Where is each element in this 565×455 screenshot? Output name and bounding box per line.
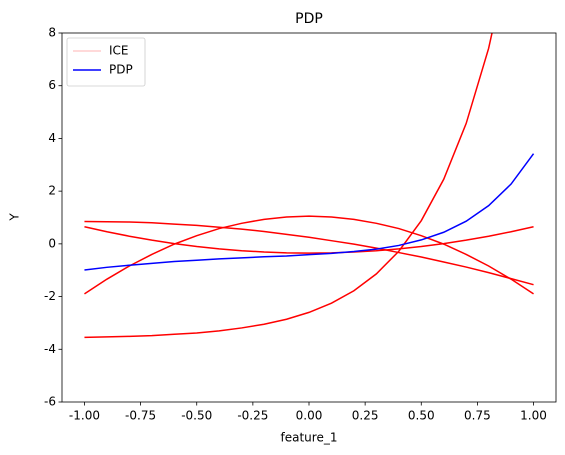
x-tick-label: -1.00 xyxy=(69,409,100,423)
y-tick-label: 0 xyxy=(48,236,56,250)
y-tick-label: 8 xyxy=(48,26,56,40)
x-axis-label: feature_1 xyxy=(281,431,338,445)
chart-title: PDP xyxy=(295,11,323,27)
x-tick-label: 0.25 xyxy=(352,409,379,423)
line-series xyxy=(84,225,534,254)
y-tick-label: 2 xyxy=(48,184,56,198)
line-series xyxy=(84,220,534,286)
y-tick-label: -2 xyxy=(44,289,56,303)
plot-area xyxy=(84,33,535,339)
y-tick-label: 6 xyxy=(48,78,56,92)
x-tick-label: 1.00 xyxy=(520,409,547,423)
legend-label: ICE xyxy=(109,44,129,58)
legend: ICE PDP xyxy=(66,37,146,87)
x-tick-label: 0.75 xyxy=(464,409,491,423)
legend-label: PDP xyxy=(109,63,133,77)
line-series xyxy=(84,153,535,271)
y-tick-label: -4 xyxy=(44,342,56,356)
y-tick-label: -6 xyxy=(44,395,56,409)
legend-frame xyxy=(66,37,146,87)
x-tick-label: -0.50 xyxy=(181,409,212,423)
line-series xyxy=(84,215,534,295)
line-series xyxy=(84,33,493,339)
x-tick-label: 0.00 xyxy=(296,409,323,423)
y-axis-label: Y xyxy=(8,213,22,222)
x-tick-label: -0.75 xyxy=(125,409,156,423)
y-tick-label: 4 xyxy=(48,131,56,145)
x-tick-label: -0.25 xyxy=(237,409,268,423)
x-tick-label: 0.50 xyxy=(408,409,435,423)
